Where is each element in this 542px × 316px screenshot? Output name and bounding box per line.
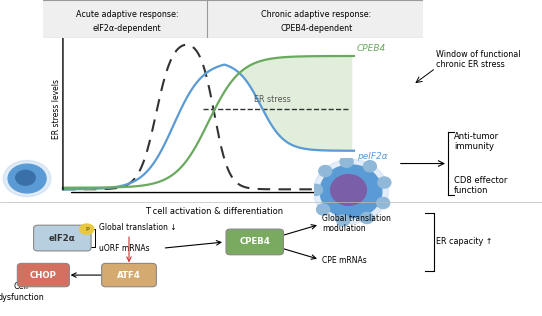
Text: T cell activation & differentiation: T cell activation & differentiation — [145, 207, 283, 216]
Circle shape — [313, 159, 388, 223]
FancyBboxPatch shape — [226, 229, 283, 255]
FancyBboxPatch shape — [207, 0, 427, 38]
Text: eIF2α-dependent: eIF2α-dependent — [93, 24, 161, 33]
Text: ER capacity ↑: ER capacity ↑ — [436, 237, 493, 246]
Circle shape — [8, 164, 46, 193]
Text: Anti-tumor
immunity: Anti-tumor immunity — [454, 132, 499, 151]
Circle shape — [340, 156, 353, 167]
Circle shape — [360, 212, 373, 223]
Circle shape — [331, 175, 366, 205]
Text: Chronic adaptive response:: Chronic adaptive response: — [261, 10, 372, 19]
Text: CHOP: CHOP — [30, 270, 57, 280]
Text: Global translation ↓: Global translation ↓ — [99, 223, 176, 233]
Text: Acute adaptive response:: Acute adaptive response: — [75, 10, 178, 19]
FancyBboxPatch shape — [102, 264, 156, 287]
Text: Cell
dysfunction: Cell dysfunction — [0, 282, 44, 301]
Text: CPEB4: CPEB4 — [240, 237, 270, 246]
Circle shape — [319, 166, 332, 177]
Circle shape — [320, 165, 382, 218]
FancyBboxPatch shape — [40, 0, 214, 38]
Text: ER stress levels: ER stress levels — [52, 79, 61, 139]
Text: CD8 effector
function: CD8 effector function — [454, 176, 507, 195]
Text: ER stress: ER stress — [254, 95, 291, 104]
Circle shape — [337, 215, 350, 226]
Circle shape — [309, 184, 322, 196]
Text: CPEB4: CPEB4 — [357, 44, 386, 53]
Text: ATF4: ATF4 — [117, 270, 141, 280]
Text: CPE mRNAs: CPE mRNAs — [322, 256, 367, 265]
Text: uORF mRNAs: uORF mRNAs — [99, 244, 149, 253]
Circle shape — [377, 198, 390, 209]
Text: eIF2α: eIF2α — [49, 234, 76, 243]
Circle shape — [16, 170, 35, 185]
Circle shape — [378, 177, 391, 188]
Circle shape — [363, 161, 376, 172]
Circle shape — [317, 204, 330, 215]
Text: CPEB4-dependent: CPEB4-dependent — [280, 24, 353, 33]
Circle shape — [80, 224, 94, 234]
Text: P: P — [85, 227, 88, 232]
Text: peIF2α: peIF2α — [357, 152, 388, 161]
Text: Window of functional
chronic ER stress: Window of functional chronic ER stress — [436, 50, 520, 70]
Circle shape — [3, 161, 51, 197]
Text: Global translation
modulation: Global translation modulation — [322, 214, 391, 233]
FancyBboxPatch shape — [17, 264, 69, 287]
FancyBboxPatch shape — [34, 225, 91, 251]
